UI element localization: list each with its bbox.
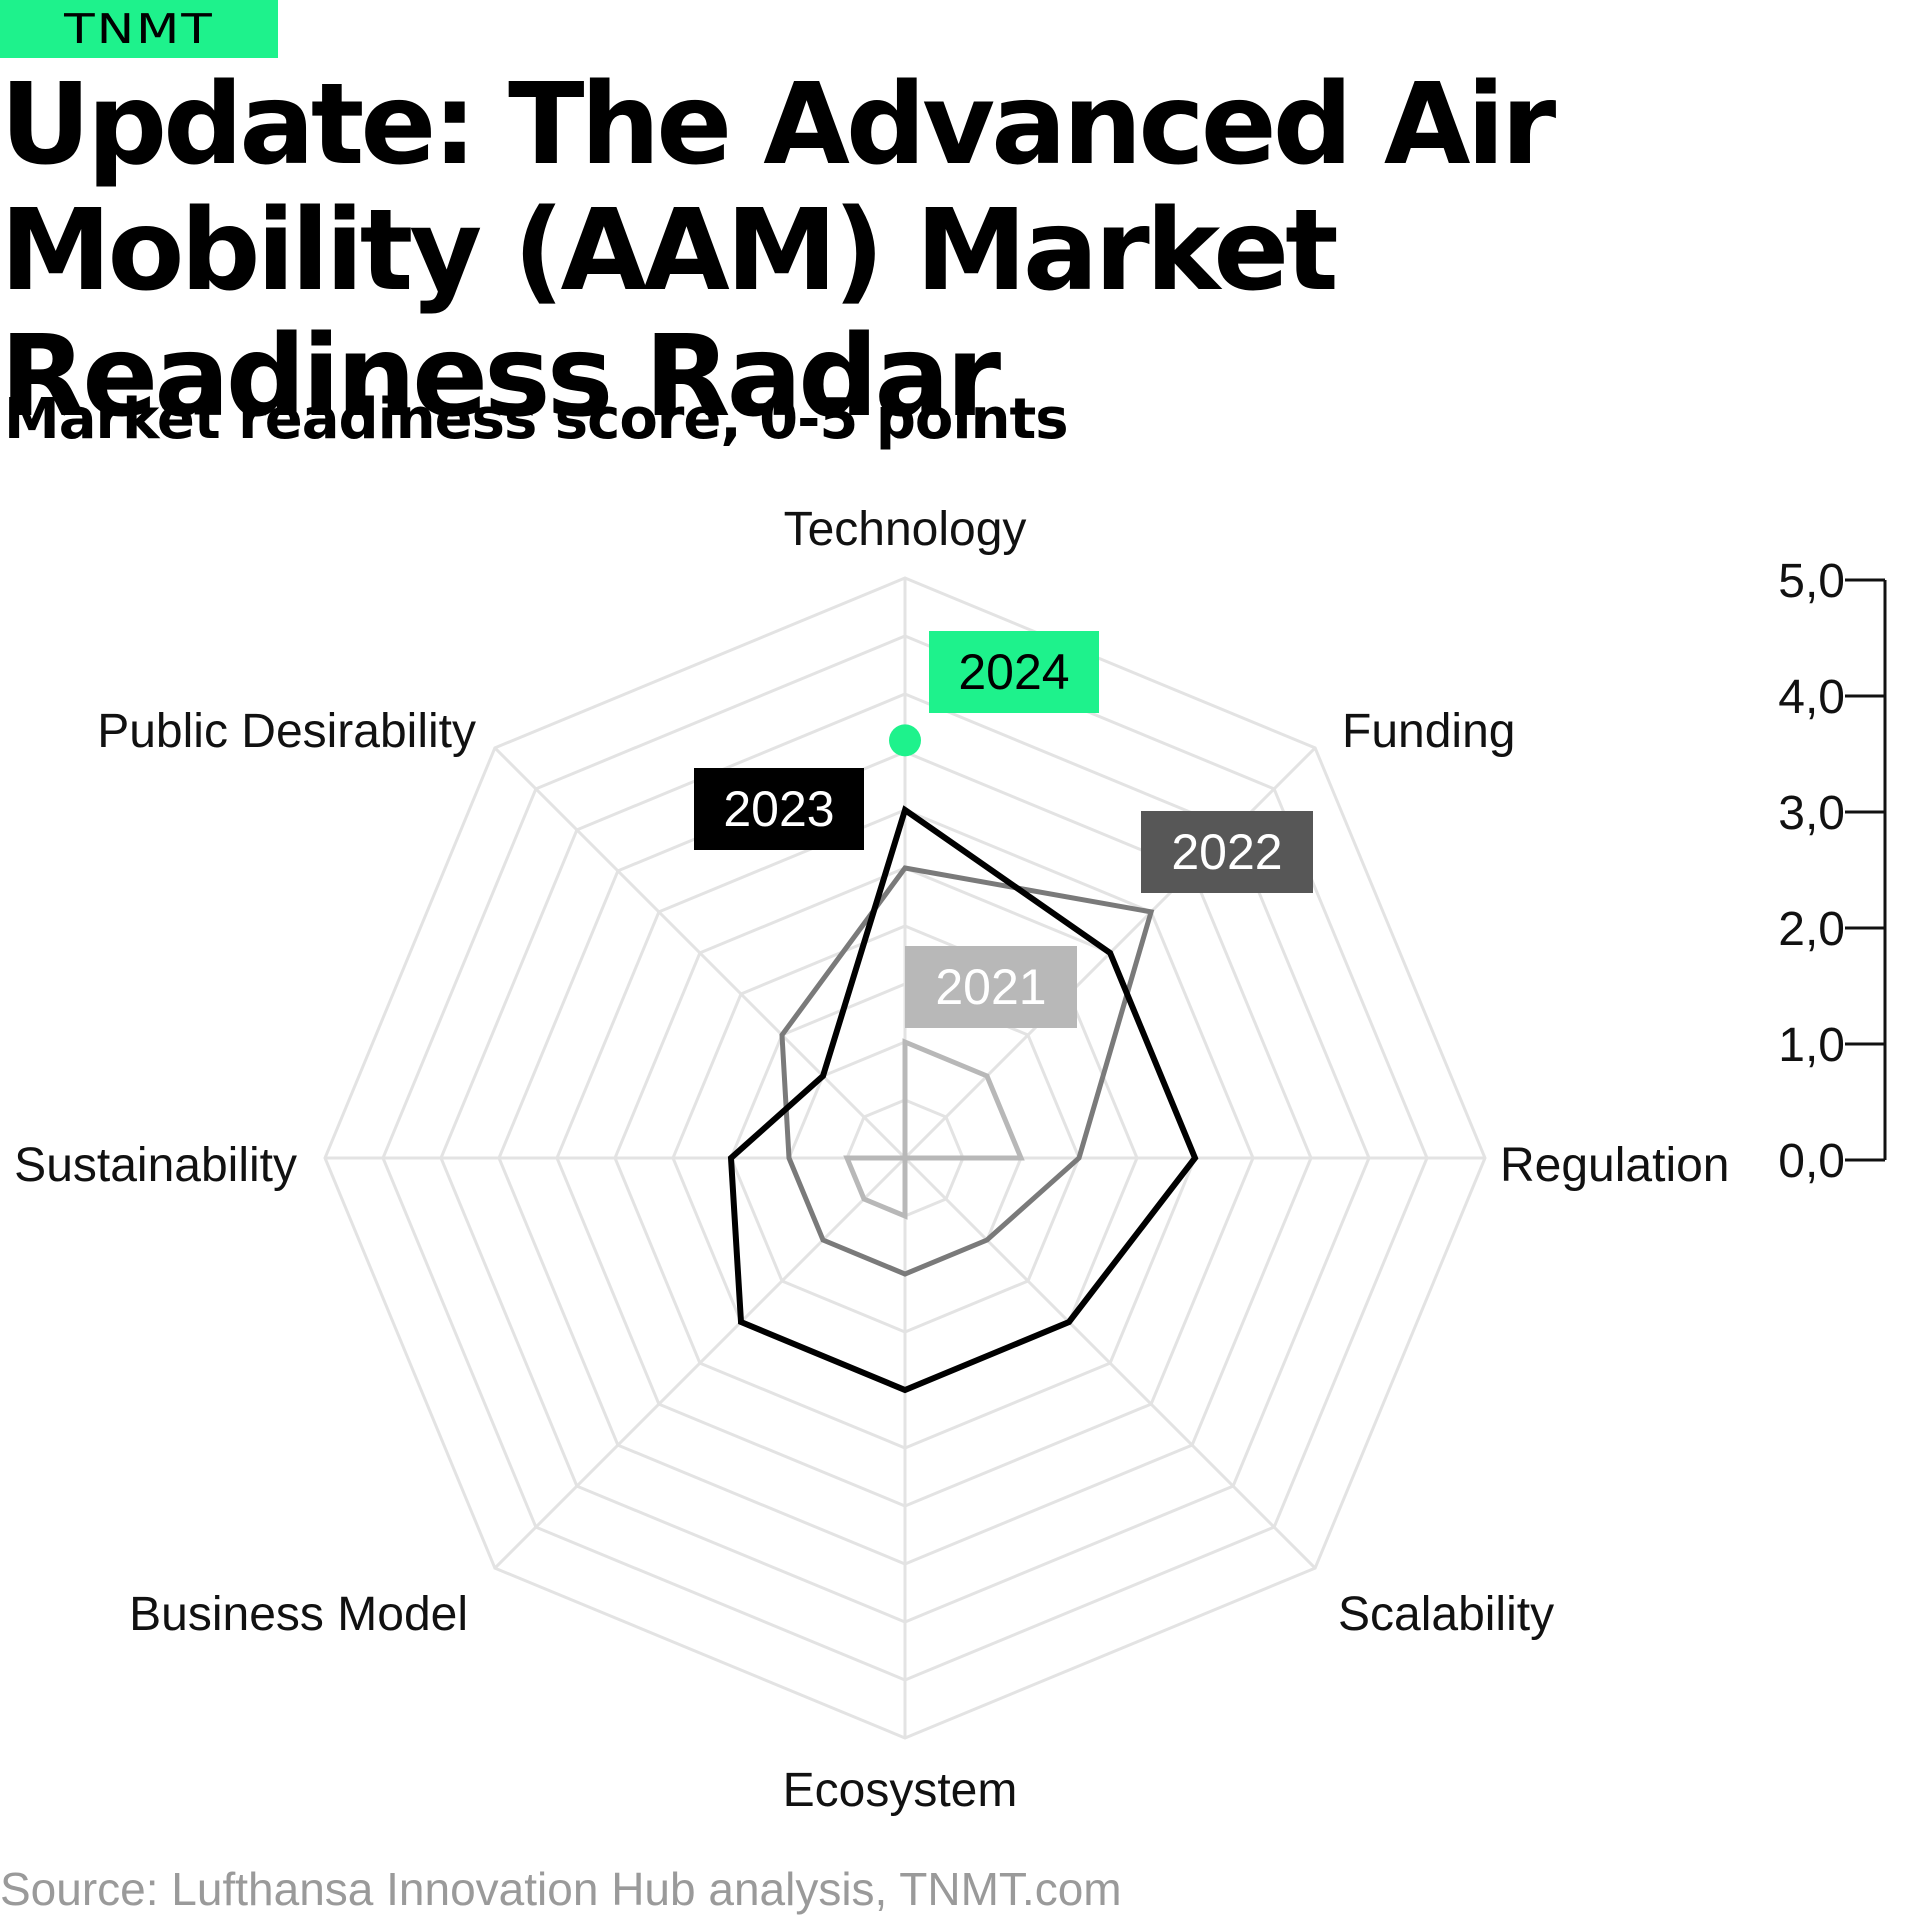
grid-spoke xyxy=(903,1156,1317,1570)
scale-tick-label: 0,0 xyxy=(1778,1135,1845,1188)
scale-tick-label: 3,0 xyxy=(1778,787,1845,840)
chart-subtitle: Market readiness score, 0-5 points xyxy=(4,387,1069,452)
brand-logo-text: TNMT xyxy=(64,5,214,53)
series-2024-point xyxy=(889,724,921,757)
axis-label-ecosystem: Ecosystem xyxy=(783,1764,1018,1817)
axis-label-public-desirability: Public Desirability xyxy=(97,705,476,758)
series-2023-outline xyxy=(727,805,1199,1394)
series-labels: 2021 2022 2023 2024 xyxy=(694,631,1313,1028)
axis-labels: Technology Funding Regulation Scalability Ec… xyxy=(14,503,1729,1817)
scale-tick-label: 5,0 xyxy=(1778,555,1845,608)
series-2022-tag-label: 2022 xyxy=(1171,824,1282,880)
series-2021-tag-bg xyxy=(905,946,1077,1028)
series-2021-outline xyxy=(843,1038,1025,1220)
page-title: Update: The Advanced Air Mobility (AAM) … xyxy=(0,60,1556,442)
series-2024-tag-bg xyxy=(929,631,1099,713)
grid-spoke xyxy=(493,1156,907,1570)
axis-label-regulation: Regulation xyxy=(1500,1139,1730,1192)
scale-tick-label: 1,0 xyxy=(1778,1019,1845,1072)
scale-bar: 5,0 4,0 3,0 2,0 1,0 0,0 xyxy=(1778,555,1887,1188)
axis-label-scalability: Scalability xyxy=(1338,1588,1554,1641)
scale-tick-label: 2,0 xyxy=(1778,903,1845,956)
source-note: Source: Lufthansa Innovation Hub analysi… xyxy=(0,1863,1122,1915)
brand-badge: TNMT xyxy=(0,0,278,58)
series-2021-tag-label: 2021 xyxy=(935,959,1046,1015)
series-2022-tag-bg xyxy=(1141,811,1313,893)
scale-tick-label: 4,0 xyxy=(1778,671,1845,724)
grid-spoke xyxy=(493,746,907,1160)
series-2023-tag-label: 2023 xyxy=(723,781,834,837)
axis-label-business-model: Business Model xyxy=(129,1588,468,1641)
axis-label-sustainability: Sustainability xyxy=(14,1139,297,1192)
radar-series xyxy=(727,724,1199,1394)
series-2023-tag-bg xyxy=(694,768,864,850)
series-2024-tag-label: 2024 xyxy=(958,644,1069,700)
axis-label-funding: Funding xyxy=(1342,705,1515,758)
axis-label-technology: Technology xyxy=(784,503,1027,556)
